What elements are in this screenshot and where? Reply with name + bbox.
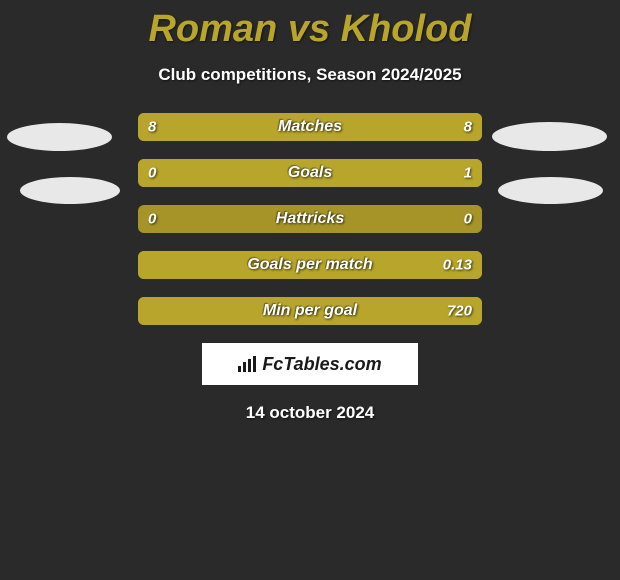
stat-label: Goals per match: [247, 256, 372, 274]
stat-value-left: 8: [148, 119, 156, 136]
logo-badge: FcTables.com: [202, 343, 418, 385]
page-title: Roman vs Kholod: [0, 0, 620, 51]
stat-value-right: 720: [447, 303, 472, 320]
decorative-ellipse: [20, 177, 120, 204]
stat-label: Goals: [288, 164, 332, 182]
decorative-ellipse: [498, 177, 603, 204]
stat-label: Hattricks: [276, 210, 344, 228]
stat-row: 720 Min per goal: [138, 297, 482, 325]
bars-icon: [238, 356, 258, 372]
bar-fill-right: [207, 159, 482, 187]
stat-value-right: 0: [464, 211, 472, 228]
stat-row: 0 0 Hattricks: [138, 205, 482, 233]
stat-row: 0 1 Goals: [138, 159, 482, 187]
comparison-chart: 8 8 Matches 0 1 Goals 0 0 Hattricks 0.13 Goals per…: [138, 113, 482, 325]
stat-value-right: 1: [464, 165, 472, 182]
stat-row: 0.13 Goals per match: [138, 251, 482, 279]
stat-value-right: 8: [464, 119, 472, 136]
decorative-ellipse: [7, 123, 112, 151]
date-text: 14 october 2024: [0, 403, 620, 423]
stat-value-right: 0.13: [443, 257, 472, 274]
stat-label: Min per goal: [263, 302, 357, 320]
logo-text: FcTables.com: [238, 354, 381, 375]
decorative-ellipse: [492, 122, 607, 151]
logo-label: FcTables.com: [262, 354, 381, 375]
stat-value-left: 0: [148, 211, 156, 228]
subtitle: Club competitions, Season 2024/2025: [0, 65, 620, 85]
stat-label: Matches: [278, 118, 342, 136]
stat-value-left: 0: [148, 165, 156, 182]
stat-row: 8 8 Matches: [138, 113, 482, 141]
